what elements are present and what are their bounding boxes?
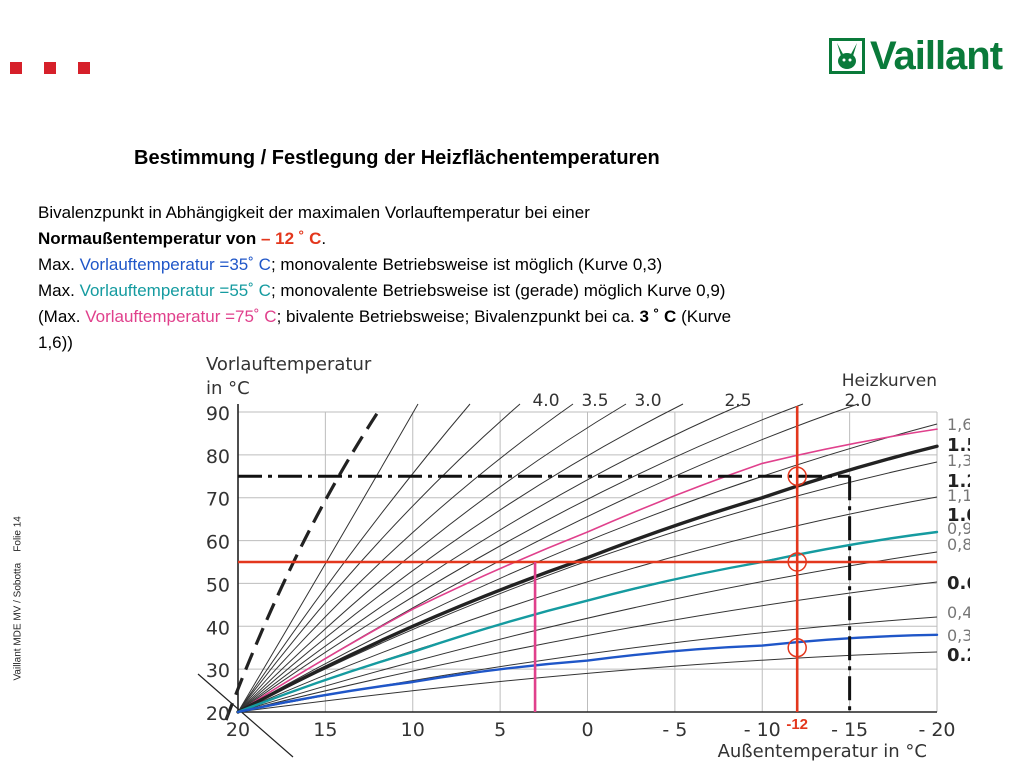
right-curve-label: 1.5 bbox=[947, 435, 970, 456]
x-axis-label: Außentemperatur in °C bbox=[718, 741, 927, 762]
text-line-3a: Max. bbox=[38, 255, 75, 274]
top-curve-label: 4.0 bbox=[532, 391, 559, 411]
text-line-2a: Normaußentemperatur von bbox=[38, 229, 257, 248]
text-line-5: (Max. Vorlauftemperatur =75˚ C; bivalent… bbox=[38, 304, 998, 330]
right-curve-label: 0,9 bbox=[947, 519, 970, 538]
dot-1 bbox=[10, 62, 22, 74]
right-curve-label: 0,4 bbox=[947, 603, 970, 622]
x-tick-label: - 5 bbox=[662, 719, 687, 741]
heating-curve-bg bbox=[237, 403, 804, 713]
right-curve-label: 1,3 bbox=[947, 451, 970, 470]
y-tick-label: 50 bbox=[206, 574, 230, 596]
text-line-4: Max. Vorlauftemperatur =55˚ C; monovalen… bbox=[38, 278, 998, 304]
footer-slide: Folie 14 bbox=[12, 516, 24, 552]
text-line-2c: . bbox=[321, 229, 327, 248]
text-line-3: Max. Vorlauftemperatur =35˚ C; monovalen… bbox=[38, 252, 998, 278]
right-curve-label: 1,1 bbox=[947, 486, 970, 505]
dot-2 bbox=[44, 62, 56, 74]
right-curve-label: 1.0 bbox=[947, 505, 970, 526]
y-axis-label-1: Vorlauftemperatur bbox=[206, 355, 372, 375]
design-temp-label: -12 bbox=[786, 716, 808, 733]
heating-curve-bg bbox=[237, 496, 938, 713]
x-tick-label: 5 bbox=[494, 719, 506, 741]
x-tick-label: - 15 bbox=[831, 719, 868, 741]
logo-wordmark: Vaillant bbox=[870, 34, 1003, 78]
dashed-curve-4 bbox=[224, 411, 380, 721]
heating-curve-bg bbox=[237, 403, 684, 713]
y-tick-label: 20 bbox=[206, 703, 230, 725]
y-tick-label: 90 bbox=[206, 403, 230, 425]
text-line-5b: Vorlauftemperatur =75˚ C bbox=[85, 307, 277, 326]
right-curve-label: 1,6 bbox=[947, 415, 970, 434]
top-curve-label: 3.5 bbox=[581, 391, 608, 411]
corner-dots bbox=[10, 62, 90, 74]
hare-emblem-icon bbox=[829, 38, 865, 74]
dot-3 bbox=[78, 62, 90, 74]
text-line-4b: Vorlauftemperatur =55˚ C bbox=[79, 281, 271, 300]
text-line-5e: (Kurve bbox=[681, 307, 732, 326]
heating-curve-bg bbox=[237, 651, 938, 713]
footer-org: Vaillant MDE MV / Sobotta bbox=[12, 562, 24, 681]
top-curve-label: 3.0 bbox=[634, 391, 661, 411]
y-tick-label: 80 bbox=[206, 446, 230, 468]
x-tick-label: 20 bbox=[226, 719, 250, 741]
text-line-2b: – 12 ˚ C bbox=[260, 229, 322, 248]
text-line-5d: 3 ˚ C bbox=[639, 307, 677, 326]
heating-curve-1-6 bbox=[237, 428, 938, 713]
text-line-1: Bivalenzpunkt in Abhängigkeit der maxima… bbox=[38, 203, 590, 222]
heating-curve-0-9 bbox=[236, 530, 939, 714]
text-line-4c: ; monovalente Betriebsweise ist (gerade)… bbox=[270, 281, 726, 300]
curves-label: Heizkurven bbox=[842, 371, 937, 391]
heating-curve-1-5 bbox=[236, 444, 939, 714]
text-line-2: Normaußentemperatur von – 12 ˚ C. bbox=[38, 226, 998, 252]
y-tick-label: 70 bbox=[206, 489, 230, 511]
x-tick-label: 0 bbox=[581, 719, 593, 741]
text-line-3b: Vorlauftemperatur =35˚ C bbox=[79, 255, 271, 274]
right-curve-label: 0,3 bbox=[947, 626, 970, 645]
heating-curve-bg bbox=[237, 581, 938, 713]
base-diagonal bbox=[197, 673, 294, 758]
heating-curve-0-3 bbox=[236, 633, 939, 714]
heating-curve-bg bbox=[237, 551, 938, 713]
body-text: Bivalenzpunkt in Abhängigkeit der maxima… bbox=[38, 200, 998, 356]
heating-curve-bg bbox=[237, 423, 938, 713]
y-tick-label: 40 bbox=[206, 617, 230, 639]
heating-curve-bg bbox=[237, 403, 744, 713]
text-line-6: 1,6)) bbox=[38, 333, 73, 352]
top-curve-label: 2.0 bbox=[844, 391, 871, 411]
heating-curve-bg bbox=[237, 403, 419, 713]
text-line-4a: Max. bbox=[38, 281, 75, 300]
y-axis-label-2: in °C bbox=[206, 378, 250, 399]
x-tick-label: - 10 bbox=[744, 719, 781, 741]
text-line-5a: (Max. bbox=[38, 307, 81, 326]
side-footer: Vaillant MDE MV / Sobotta Folie 14 bbox=[12, 516, 24, 681]
right-curve-label: 0.2 bbox=[947, 645, 970, 666]
page-title: Bestimmung / Festlegung der Heizflächent… bbox=[134, 147, 660, 169]
heating-curve-bg bbox=[237, 403, 521, 713]
x-tick-label: 10 bbox=[401, 719, 425, 741]
y-tick-label: 30 bbox=[206, 660, 230, 682]
text-line-5c: ; bivalente Betriebsweise; Bivalenzpunkt… bbox=[276, 307, 635, 326]
right-curve-label: 0,8 bbox=[947, 535, 970, 554]
x-tick-label: - 20 bbox=[918, 719, 955, 741]
text-line-3c: ; monovalente Betriebsweise ist möglich … bbox=[270, 255, 663, 274]
vaillant-logo: Vaillant bbox=[828, 34, 1003, 78]
marker-circle bbox=[787, 637, 807, 658]
heating-curve-bg bbox=[237, 403, 471, 713]
heating-curve-bg bbox=[237, 403, 574, 713]
top-curve-label: 2.5 bbox=[724, 391, 751, 411]
right-curve-label: 1.2 bbox=[947, 471, 970, 492]
marker-circle bbox=[787, 552, 807, 572]
y-tick-label: 60 bbox=[206, 532, 230, 554]
heating-curve-bg bbox=[237, 403, 627, 713]
x-tick-label: 15 bbox=[313, 719, 337, 741]
marker-circle bbox=[787, 466, 807, 487]
right-curve-label: 0.6 bbox=[947, 573, 970, 594]
